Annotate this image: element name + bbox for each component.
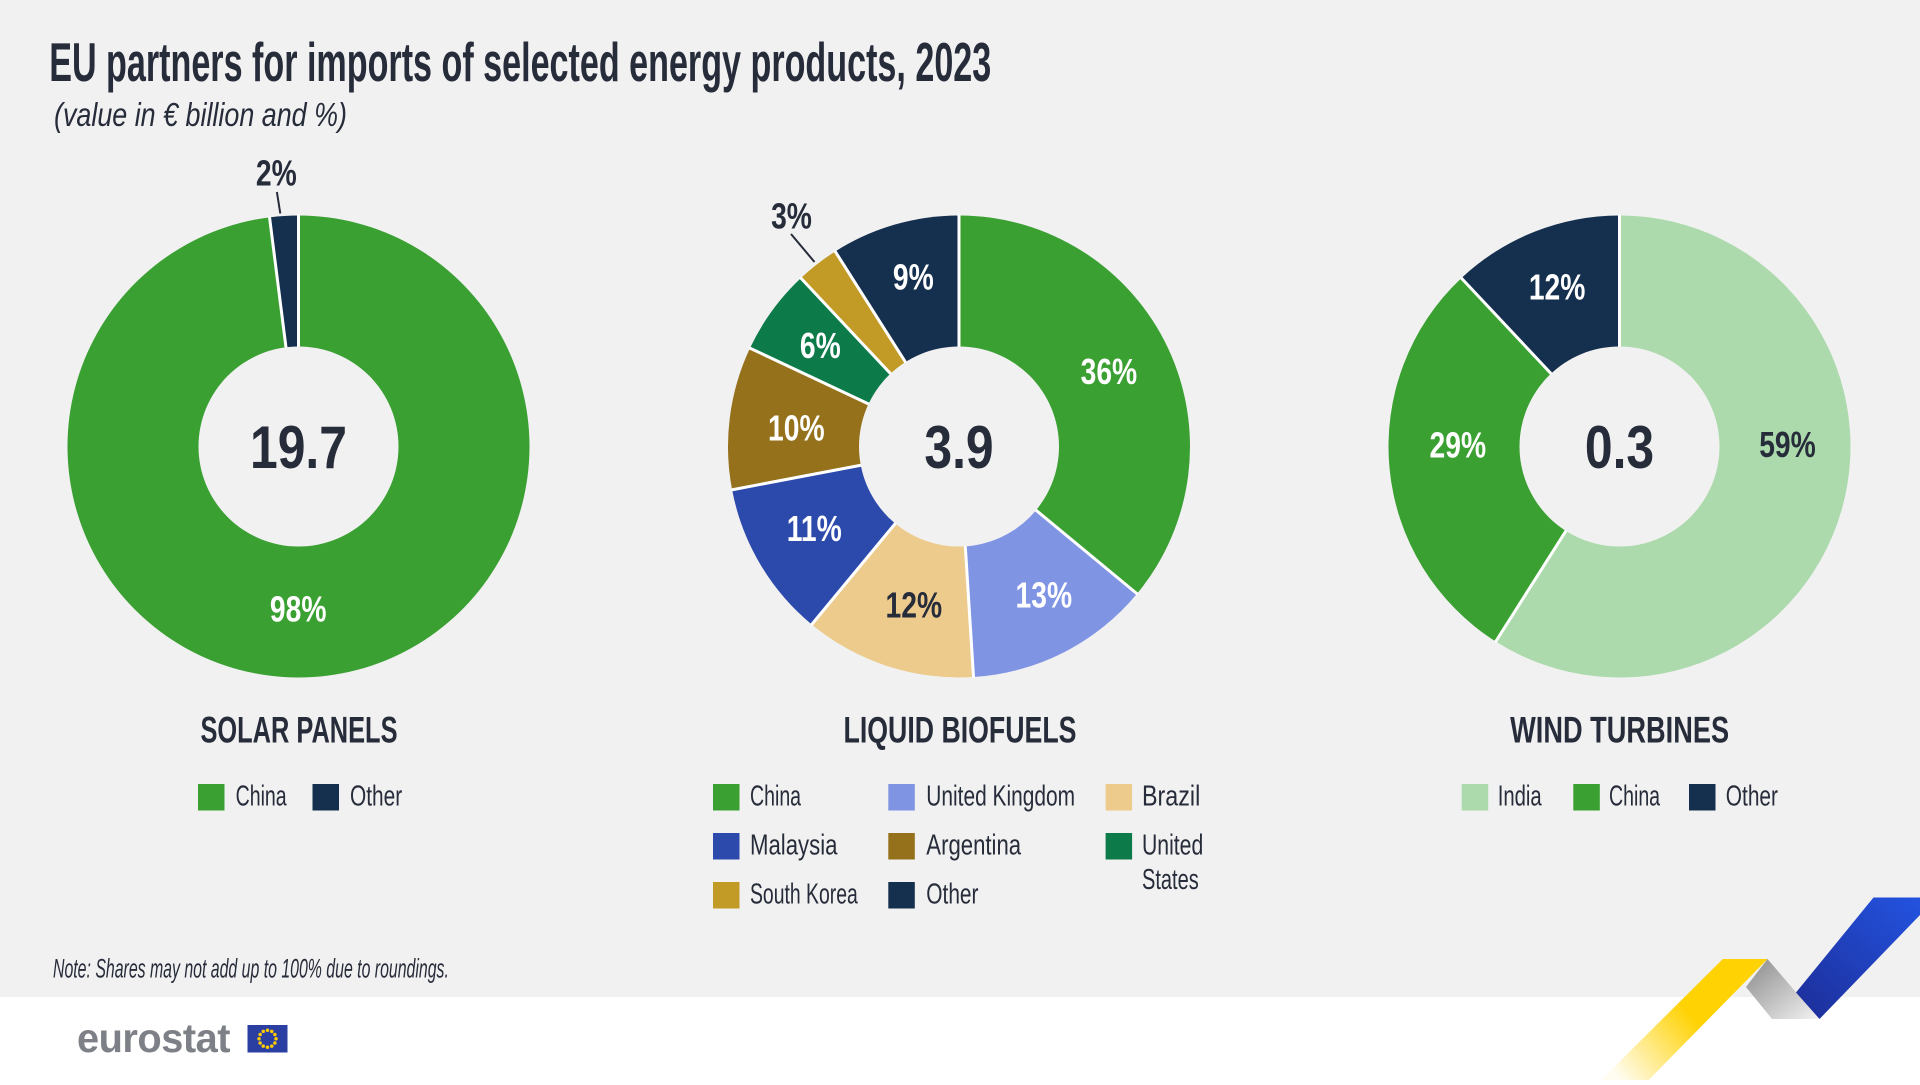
svg-text:United: United — [1142, 829, 1203, 861]
svg-text:SOLAR PANELS: SOLAR PANELS — [200, 709, 397, 751]
svg-text:China: China — [236, 781, 287, 813]
svg-text:States: States — [1142, 863, 1199, 896]
svg-text:Other: Other — [926, 878, 978, 910]
svg-text:36%: 36% — [1081, 352, 1138, 392]
svg-text:11%: 11% — [787, 509, 842, 549]
svg-text:59%: 59% — [1759, 425, 1816, 465]
svg-text:South Korea: South Korea — [750, 879, 858, 911]
svg-text:29%: 29% — [1430, 425, 1487, 465]
svg-text:6%: 6% — [800, 326, 841, 366]
svg-text:13%: 13% — [1016, 575, 1073, 615]
svg-text:2%: 2% — [256, 153, 297, 193]
svg-text:India: India — [1498, 780, 1542, 812]
svg-text:(value in € billion and %): (value in € billion and %) — [54, 97, 347, 133]
svg-text:Argentina: Argentina — [926, 830, 1021, 861]
svg-text:China: China — [1609, 781, 1660, 813]
svg-text:10%: 10% — [768, 408, 825, 448]
svg-text:3.9: 3.9 — [924, 413, 993, 481]
svg-text:Other: Other — [1726, 780, 1778, 812]
svg-text:12%: 12% — [1529, 267, 1586, 307]
svg-text:LIQUID BIOFUELS: LIQUID BIOFUELS — [844, 709, 1077, 750]
svg-text:9%: 9% — [893, 257, 934, 297]
svg-text:EU partners for imports of sel: EU partners for imports of selected ener… — [49, 32, 991, 93]
svg-text:China: China — [750, 781, 801, 813]
svg-text:eurostat: eurostat — [77, 1014, 230, 1061]
svg-text:0.3: 0.3 — [1585, 413, 1654, 481]
svg-text:12%: 12% — [886, 585, 943, 625]
svg-text:Note: Shares may not add up to: Note: Shares may not add up to 100% due … — [53, 953, 449, 983]
svg-text:Malaysia: Malaysia — [750, 830, 838, 861]
svg-text:3%: 3% — [771, 196, 812, 236]
svg-text:Other: Other — [350, 780, 402, 812]
svg-text:WIND TURBINES: WIND TURBINES — [1510, 710, 1729, 751]
svg-text:Brazil: Brazil — [1142, 779, 1200, 812]
svg-text:98%: 98% — [270, 589, 327, 629]
svg-text:19.7: 19.7 — [250, 413, 347, 481]
svg-text:United Kingdom: United Kingdom — [926, 780, 1075, 812]
